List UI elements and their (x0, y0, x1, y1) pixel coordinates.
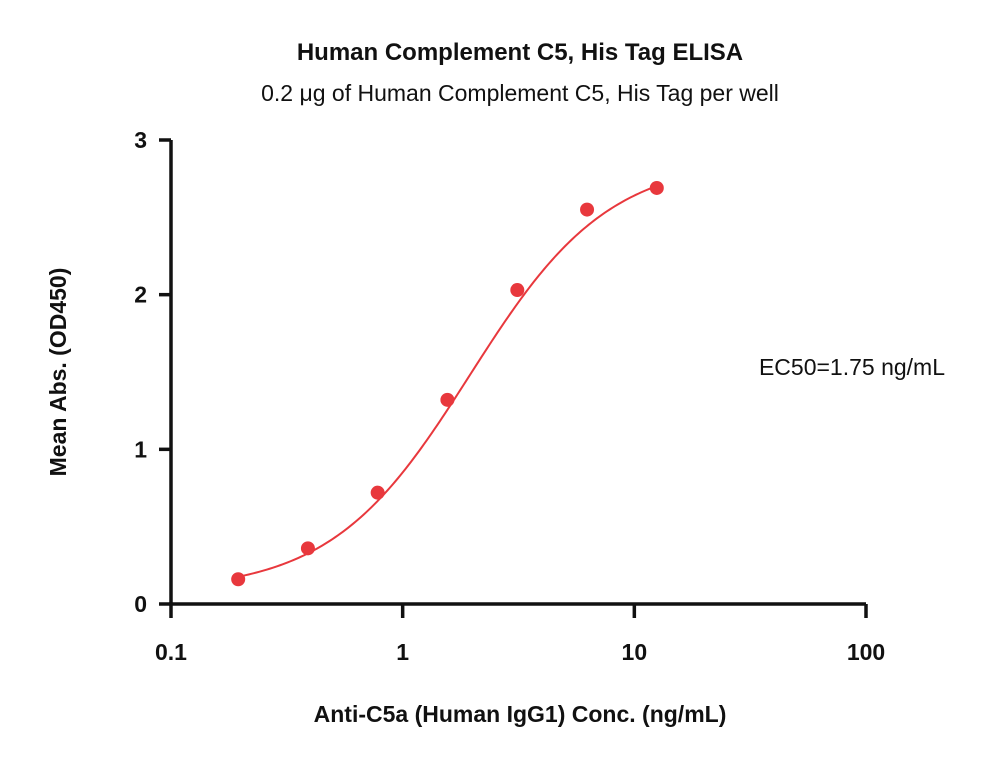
y-tick-label: 0 (134, 591, 147, 617)
chart-subtitle: 0.2 μg of Human Complement C5, His Tag p… (261, 80, 779, 106)
data-point (370, 485, 385, 500)
axes: 0 1 2 3 0.1 1 10 100 (134, 127, 885, 665)
x-tick-label: 1 (396, 639, 409, 665)
x-tick-label: 10 (622, 639, 648, 665)
x-axis-title: Anti-C5a (Human IgG1) Conc. (ng/mL) (314, 701, 727, 727)
data-point (580, 202, 595, 217)
ec50-annotation: EC50=1.75 ng/mL (759, 354, 945, 380)
x-tick-label: 100 (847, 639, 885, 665)
data-point (231, 572, 246, 587)
data-point (649, 180, 664, 195)
y-tick-label: 1 (134, 436, 147, 462)
y-tick-label: 2 (134, 282, 147, 308)
data-point (300, 541, 315, 556)
fit-curve (237, 185, 658, 578)
data-point (510, 283, 525, 298)
y-axis-title: Mean Abs. (OD450) (45, 268, 71, 477)
chart-title: Human Complement C5, His Tag ELISA (297, 39, 743, 66)
data-points (231, 180, 664, 587)
y-tick-label: 3 (134, 127, 147, 153)
data-point (440, 392, 455, 407)
x-tick-label: 0.1 (155, 639, 187, 665)
